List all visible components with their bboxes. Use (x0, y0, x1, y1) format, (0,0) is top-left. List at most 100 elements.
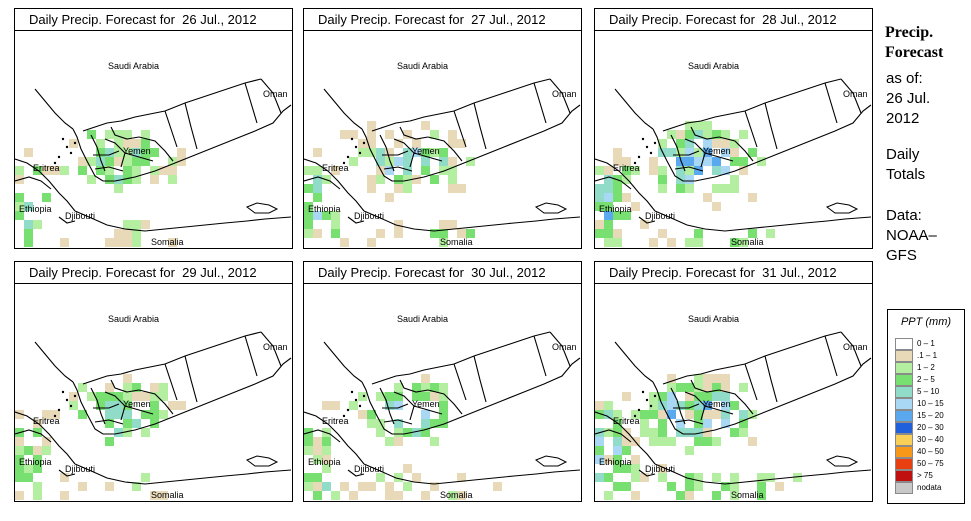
map-boundary-line (614, 88, 654, 130)
precip-cell (105, 383, 114, 392)
precip-cell (649, 157, 658, 166)
precip-cell (123, 148, 132, 157)
country-label-ethiopia: Ethiopia (308, 457, 341, 467)
precip-cell (721, 482, 730, 491)
precip-cell (649, 410, 658, 419)
precip-cell (105, 410, 114, 419)
island-marker (633, 414, 637, 418)
panel-title: Daily Precip. Forecast for 31 Jul., 2012 (609, 265, 837, 280)
map-boundary-line (304, 411, 365, 465)
precip-cell (721, 383, 730, 392)
map-boundary-line (652, 104, 872, 182)
precip-cell (168, 175, 177, 184)
country-label-eritrea: Eritrea (613, 163, 640, 173)
precip-cell (304, 473, 313, 482)
ppt-legend: PPT (mm) 0 – 1 .1 – 1 1 – 2 2 – 5 5 – 10 10 –… (887, 309, 965, 504)
precip-cell (24, 446, 33, 455)
forecast-map[interactable]: Saudi Arabia Oman Yemen Eritrea Ethiopia Djib… (594, 30, 873, 249)
precip-cell (123, 401, 132, 410)
precip-cell (730, 139, 739, 148)
map-boundary-line (244, 335, 258, 377)
forecast-map[interactable]: Saudi Arabia Oman Yemen Eritrea Ethiopia Djib… (594, 283, 873, 502)
side-title-line2: Forecast (885, 44, 944, 61)
map-boundary-line (90, 387, 106, 425)
map-boundary-line (473, 355, 487, 403)
legend-entry: 10 – 15 (895, 398, 965, 410)
precip-cell (123, 139, 132, 148)
legend-label: 40 – 50 (917, 447, 944, 456)
precip-cell (114, 130, 123, 139)
map-boundary-line (595, 158, 656, 212)
precip-cell (33, 464, 42, 473)
country-label-ethiopia: Ethiopia (599, 204, 632, 214)
precip-cell (658, 464, 667, 473)
legend-label: 2 – 5 (917, 375, 935, 384)
precip-cell (141, 157, 150, 166)
precip-cell (132, 220, 141, 229)
legend-swatch (895, 422, 913, 434)
island-marker (61, 137, 65, 141)
legend-entry: 40 – 50 (895, 446, 965, 458)
precip-cell (304, 220, 313, 229)
precip-cell (132, 482, 141, 491)
precip-cell (304, 437, 313, 446)
precip-cell (123, 175, 132, 184)
precip-cell (667, 482, 676, 491)
legend-label: > 75 (917, 471, 933, 480)
precip-cell (394, 437, 403, 446)
precip-cell (631, 166, 640, 175)
country-label-somalia: Somalia (440, 490, 473, 500)
country-label-saudi-arabia: Saudi Arabia (397, 314, 449, 324)
precip-cell (358, 139, 367, 148)
forecast-map[interactable]: Saudi Arabia Oman Yemen Eritrea Ethiopia Djib… (14, 30, 293, 249)
country-label-djibouti: Djibouti (65, 211, 96, 221)
map-boundary-line (413, 152, 443, 162)
forecast-map[interactable]: Saudi Arabia Oman Yemen Eritrea Ethiopia Djib… (303, 30, 582, 249)
forecast-map[interactable]: Saudi Arabia Oman Yemen Eritrea Ethiopia Djib… (303, 283, 582, 502)
map-boundary-line (371, 331, 551, 385)
precip-cell (421, 410, 430, 419)
country-label-oman: Oman (263, 89, 288, 99)
precip-cell (123, 383, 132, 392)
map-boundary-line (595, 429, 632, 443)
precip-cell (685, 130, 694, 139)
forecast-map[interactable]: Saudi Arabia Oman Yemen Eritrea Ethiopia Djib… (14, 283, 293, 502)
legend-swatch (895, 350, 913, 362)
precip-cell (60, 238, 69, 247)
precip-cell (631, 473, 640, 482)
precip-grid-svg (595, 331, 872, 500)
map-boundary-line (82, 78, 262, 132)
precip-cell (322, 437, 331, 446)
precip-cell (349, 157, 358, 166)
precip-cell (439, 401, 448, 410)
country-label-eritrea: Eritrea (33, 416, 60, 426)
precip-cell (685, 428, 694, 437)
precip-cell (604, 238, 613, 247)
map-boundary-line (690, 126, 720, 140)
precip-cell (685, 184, 694, 193)
precip-cell (631, 491, 640, 500)
map-boundary-line (534, 202, 568, 214)
map-boundary-line (684, 391, 706, 421)
legend-label: 0 – 1 (917, 339, 935, 348)
precip-cell (595, 437, 604, 446)
precip-cell (376, 175, 385, 184)
precip-cell (694, 148, 703, 157)
island-marker (641, 390, 645, 394)
map-boundary-line (74, 210, 292, 232)
legend-entry: 5 – 10 (895, 386, 965, 398)
map-boundary-line (34, 88, 74, 130)
precip-cell (394, 401, 403, 410)
island-marker (362, 394, 366, 398)
precip-cell (15, 455, 24, 464)
precip-cell (322, 446, 331, 455)
precip-cell (403, 428, 412, 437)
precip-cell (685, 148, 694, 157)
precip-cell (430, 419, 439, 428)
precip-cell (358, 148, 367, 157)
precip-cell (622, 482, 631, 491)
precip-cell (466, 157, 475, 166)
precip-cell (685, 157, 694, 166)
forecast-panel-1: Daily Precip. Forecast for 26 Jul., 2012… (14, 8, 293, 249)
precip-cell (114, 148, 123, 157)
